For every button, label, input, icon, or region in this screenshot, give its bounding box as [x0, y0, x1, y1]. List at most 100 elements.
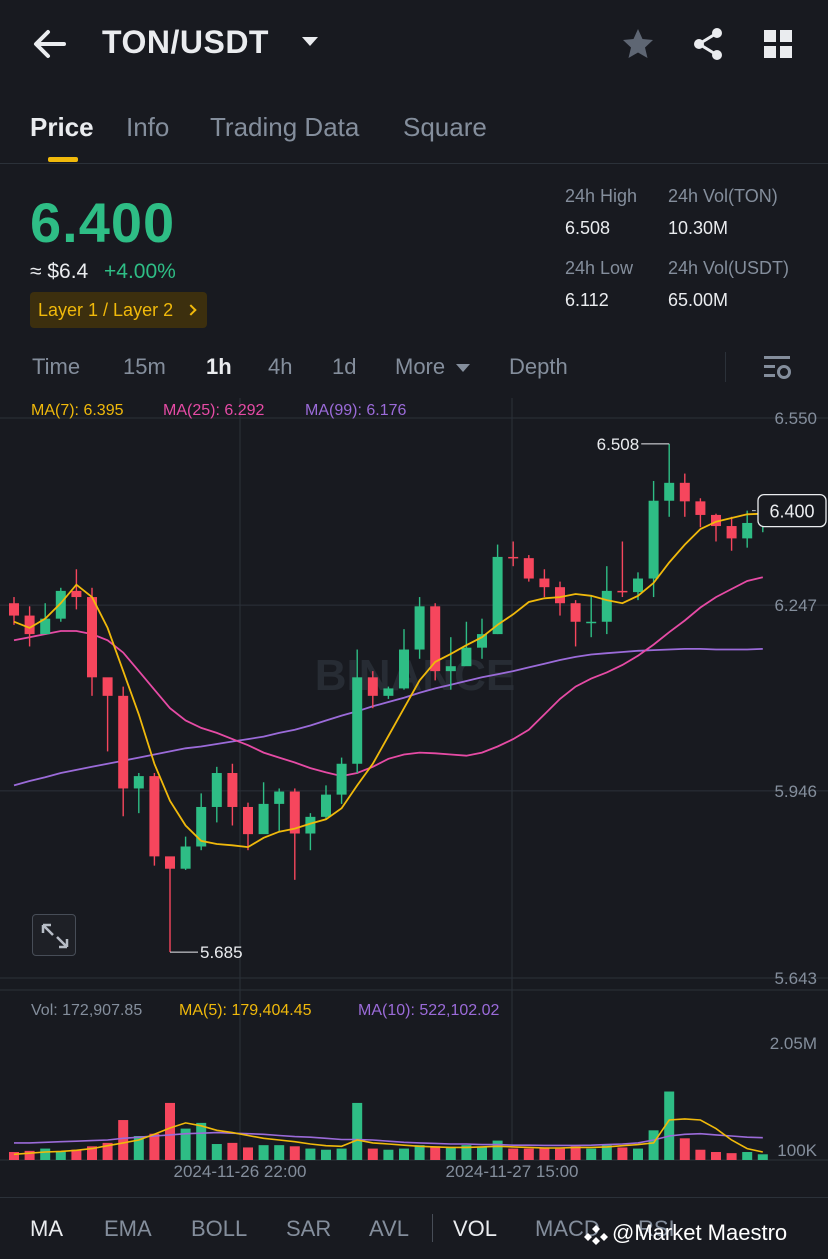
candle-body: [523, 558, 534, 579]
volume-bar: [24, 1150, 35, 1160]
candle-body: [648, 500, 659, 579]
stat-vol-ton-value: 10.30M: [668, 218, 729, 238]
volume-bar: [477, 1147, 487, 1160]
candle-body: [87, 597, 97, 678]
volume-bar: [570, 1146, 581, 1160]
category-tag[interactable]: Layer 1 / Layer 2: [30, 292, 208, 328]
pair-title[interactable]: TON/USDT: [102, 24, 269, 60]
tab-trading-data[interactable]: Trading Data: [210, 112, 360, 142]
top-bar: TON/USDT: [0, 0, 828, 90]
candle-body: [274, 791, 285, 804]
stat-vol-usdt-label: 24h Vol(USDT): [668, 258, 790, 278]
candle-body: [414, 606, 425, 650]
candle-body: [336, 763, 347, 795]
price-change-percent: +4.00%: [104, 260, 176, 283]
stat-vol-ton-label: 24h Vol(TON): [668, 186, 778, 206]
interval-divider: [725, 352, 726, 382]
expand-chart-button[interactable]: [32, 914, 76, 956]
share-icon[interactable]: [690, 26, 726, 62]
volume-bar: [87, 1146, 97, 1160]
candle-body: [383, 688, 394, 696]
candle-body: [633, 578, 643, 593]
candle-body: [227, 773, 238, 807]
interval-time[interactable]: Time: [32, 354, 81, 379]
price-tick-label: 5.946: [774, 782, 817, 801]
candle-body: [477, 634, 487, 648]
indicator-ema[interactable]: EMA: [104, 1216, 152, 1241]
candlestick-chart[interactable]: BINANCE 6.550 6.247 5.946 5.643 2.05M 100K 2024…: [0, 395, 828, 1195]
candle-body: [695, 501, 706, 515]
ma25-line: [13, 576, 764, 778]
volume-bar: [367, 1148, 378, 1160]
tab-info[interactable]: Info: [126, 112, 170, 142]
active-tab-indicator: [48, 157, 78, 162]
candle-body: [367, 677, 378, 696]
volume-bar: [227, 1142, 238, 1160]
indicator-sar[interactable]: SAR: [286, 1216, 332, 1241]
interval-1d[interactable]: 1d: [332, 354, 357, 379]
volume-bar: [414, 1145, 425, 1160]
volume-bar: [742, 1152, 753, 1160]
volume-bar: [71, 1149, 82, 1160]
stat-high-value: 6.508: [565, 218, 611, 238]
volume-bar: [243, 1147, 253, 1160]
volume-bar: [757, 1154, 768, 1160]
interval-4h[interactable]: 4h: [268, 354, 293, 379]
indicator-vol[interactable]: VOL: [453, 1216, 498, 1241]
volume-bar: [321, 1149, 331, 1160]
more-caret-icon[interactable]: [456, 364, 470, 372]
legend-volume-ma5: MA(5): 179,404.45: [179, 1002, 312, 1019]
low-marker-label: 5.685: [200, 943, 243, 962]
time-tick-label: 2024-11-26 22:00: [174, 1162, 307, 1181]
volume-tick-label: 2.05M: [770, 1034, 817, 1053]
volume-bar: [40, 1148, 51, 1160]
interval-depth[interactable]: Depth: [509, 354, 568, 379]
volume-bar: [9, 1152, 19, 1160]
volume-bar: [196, 1122, 207, 1160]
tab-square[interactable]: Square: [403, 112, 487, 142]
expand-icon: [41, 923, 69, 949]
legend-ma99: MA(99): 6.176: [305, 402, 407, 419]
candle-body: [601, 590, 612, 622]
interval-more[interactable]: More: [395, 354, 446, 379]
volume-bar: [383, 1149, 394, 1160]
volume-bar: [726, 1153, 737, 1160]
volume-ma5-line: [13, 1118, 763, 1156]
volume-bar: [305, 1148, 316, 1160]
candle-body: [461, 647, 472, 667]
volume-tick-label: 100K: [777, 1141, 817, 1160]
candle-body: [258, 803, 269, 835]
volume-bar: [352, 1102, 363, 1160]
indicator-avl[interactable]: AVL: [369, 1216, 409, 1241]
indicator-boll[interactable]: BOLL: [191, 1216, 248, 1241]
pair-dropdown-caret-icon[interactable]: [302, 37, 318, 46]
candle-body: [492, 556, 503, 635]
legend-volume-ma10: MA(10): 522,102.02: [358, 1002, 500, 1019]
creator-watermark: @Market Maestro: [612, 1220, 788, 1245]
high-marker-label: 6.508: [597, 435, 640, 454]
back-arrow-icon[interactable]: [30, 26, 70, 62]
volume-bar: [274, 1145, 285, 1160]
candle-body: [118, 695, 129, 789]
indicator-rsi[interactable]: RSI: [638, 1216, 675, 1241]
stat-vol-usdt-value: 65.00M: [668, 290, 729, 310]
binance-square-logo-icon: [584, 1225, 608, 1245]
price-tick-label: 6.247: [774, 596, 817, 615]
interval-15m[interactable]: 15m: [123, 354, 166, 379]
chart-settings-icon[interactable]: [762, 354, 792, 382]
tab-price[interactable]: Price: [30, 112, 94, 142]
candle-body: [399, 649, 409, 689]
candle-body: [55, 590, 66, 619]
volume-bar: [133, 1136, 144, 1160]
current-price-tag: [757, 493, 827, 528]
candle-body: [586, 621, 597, 624]
category-tag-label: Layer 1 / Layer 2: [38, 300, 174, 320]
volume-bar: [679, 1138, 690, 1160]
stat-low-value: 6.112: [565, 290, 609, 310]
favorite-star-icon[interactable]: [620, 26, 656, 62]
grid-menu-icon[interactable]: [762, 28, 794, 60]
indicator-ma[interactable]: MA: [30, 1216, 63, 1241]
volume-bar: [399, 1148, 409, 1160]
chart-watermark: BINANCE: [315, 651, 515, 700]
interval-1h[interactable]: 1h: [206, 354, 232, 379]
